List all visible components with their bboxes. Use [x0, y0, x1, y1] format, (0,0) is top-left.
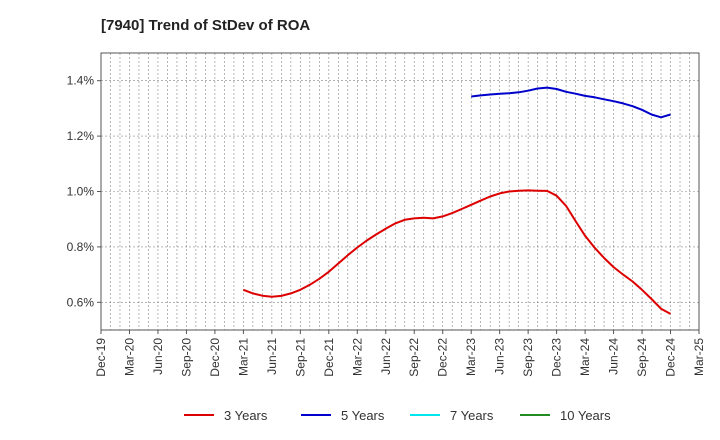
y-tick-label: 1.0%: [67, 185, 95, 199]
x-tick-label: Mar-20: [122, 338, 136, 376]
x-tick-label: Mar-22: [350, 338, 364, 376]
x-axis: Dec-19 Mar-20 Jun-20 Sep-20 Dec-20 Mar-21 Jun-…: [94, 330, 706, 377]
series-lines: [243, 86, 671, 315]
grid: [100, 53, 700, 330]
x-tick-label: Jun-24: [607, 338, 621, 375]
x-tick-label: Dec-21: [322, 338, 336, 377]
x-tick-label: Dec-22: [436, 338, 450, 377]
y-tick-label: 1.4%: [67, 74, 95, 88]
x-tick-label: Dec-24: [664, 338, 678, 377]
legend-label-7-years: 7 Years: [450, 408, 494, 423]
x-tick-label: Sep-22: [407, 338, 421, 377]
x-tick-label: Dec-23: [550, 338, 564, 377]
x-tick-label: Sep-20: [179, 338, 193, 377]
x-tick-label: Sep-24: [635, 338, 649, 377]
y-tick-label: 0.6%: [67, 295, 95, 309]
x-tick-label: Jun-20: [151, 338, 165, 375]
x-tick-label: Sep-21: [293, 338, 307, 377]
x-tick-label: Sep-23: [521, 338, 535, 377]
x-tick-label: Jun-21: [265, 338, 279, 375]
x-tick-label: Jun-22: [379, 338, 393, 375]
series-line-5-years: [471, 86, 671, 119]
chart-title: [7940] Trend of StDev of ROA: [101, 17, 310, 34]
x-tick-label: Dec-19: [94, 338, 108, 377]
y-axis: 0.6% 0.8% 1.0% 1.2% 1.4%: [67, 74, 101, 309]
x-tick-label: Mar-23: [464, 338, 478, 376]
x-tick-label: Jun-23: [493, 338, 507, 375]
x-tick-label: Dec-20: [208, 338, 222, 377]
y-tick-label: 1.2%: [67, 129, 95, 143]
legend-label-3-years: 3 Years: [224, 408, 268, 423]
legend-label-10-years: 10 Years: [560, 408, 611, 423]
legend: 3 Years 5 Years 7 Years 10 Years: [184, 408, 611, 423]
legend-label-5-years: 5 Years: [341, 408, 385, 423]
x-tick-label: Mar-24: [578, 338, 592, 376]
series-line-3-years: [243, 189, 671, 315]
x-tick-label: Mar-25: [692, 338, 706, 376]
y-tick-label: 0.8%: [67, 240, 95, 254]
x-tick-label: Mar-21: [236, 338, 250, 376]
